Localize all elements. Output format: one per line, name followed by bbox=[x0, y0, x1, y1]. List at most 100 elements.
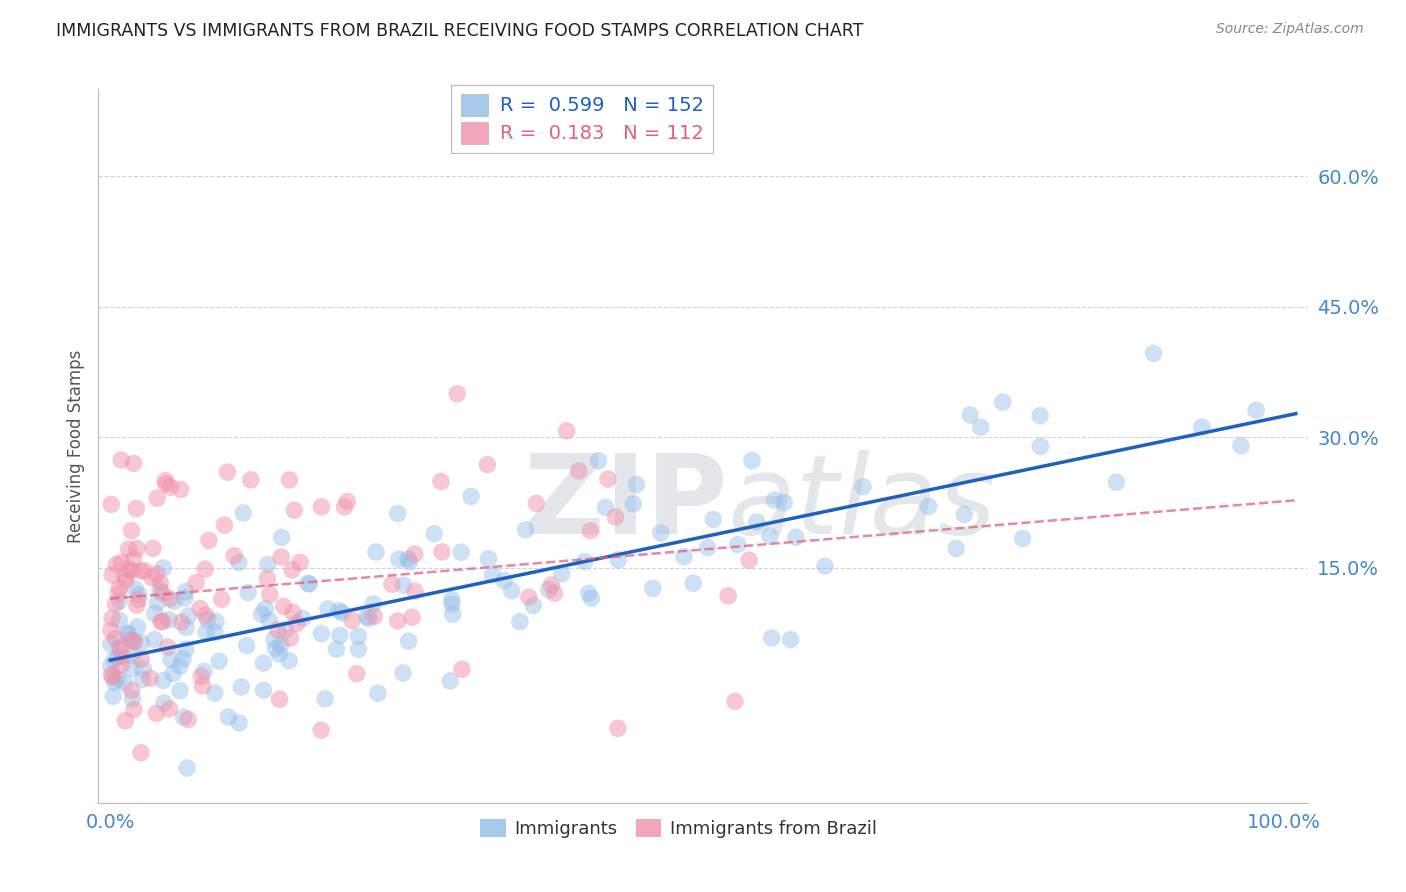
Point bbox=[157, 702, 180, 716]
Text: ZIP: ZIP bbox=[524, 450, 727, 557]
Point bbox=[398, 555, 420, 569]
Point bbox=[107, 672, 129, 686]
Point bbox=[356, 609, 378, 624]
Point bbox=[198, 533, 221, 548]
Point bbox=[162, 666, 184, 681]
Point bbox=[325, 642, 347, 657]
Point bbox=[288, 555, 311, 569]
Point bbox=[595, 500, 617, 515]
Point bbox=[273, 599, 295, 614]
Point bbox=[329, 628, 352, 642]
Point bbox=[259, 588, 281, 602]
Point bbox=[159, 480, 181, 494]
Y-axis label: Receiving Food Stamps: Receiving Food Stamps bbox=[66, 350, 84, 542]
Point bbox=[193, 665, 215, 679]
Point bbox=[340, 613, 363, 627]
Point bbox=[121, 648, 143, 663]
Point bbox=[274, 623, 297, 637]
Point bbox=[149, 583, 172, 598]
Point bbox=[439, 673, 461, 688]
Point bbox=[191, 679, 214, 693]
Point bbox=[430, 545, 453, 559]
Point bbox=[477, 551, 499, 566]
Point bbox=[387, 614, 409, 628]
Point bbox=[364, 545, 387, 559]
Point bbox=[177, 608, 200, 623]
Point bbox=[176, 761, 198, 775]
Point bbox=[208, 654, 231, 668]
Point bbox=[270, 638, 292, 652]
Point bbox=[125, 598, 148, 612]
Point bbox=[169, 659, 191, 673]
Point bbox=[125, 501, 148, 516]
Point bbox=[100, 637, 122, 651]
Point bbox=[188, 601, 211, 615]
Point bbox=[1011, 532, 1033, 546]
Point bbox=[163, 594, 186, 608]
Point bbox=[110, 556, 132, 570]
Point bbox=[155, 474, 177, 488]
Point bbox=[204, 625, 226, 640]
Point bbox=[779, 632, 801, 647]
Point bbox=[763, 493, 786, 508]
Point bbox=[959, 408, 981, 422]
Point bbox=[357, 611, 380, 625]
Point bbox=[121, 691, 143, 706]
Point bbox=[605, 510, 627, 524]
Point bbox=[252, 656, 274, 670]
Point bbox=[108, 642, 131, 657]
Point bbox=[228, 715, 250, 730]
Point bbox=[1191, 420, 1213, 434]
Point bbox=[266, 623, 288, 637]
Point bbox=[174, 591, 197, 605]
Point bbox=[953, 508, 976, 522]
Point bbox=[129, 746, 152, 760]
Point bbox=[131, 636, 153, 650]
Point bbox=[155, 477, 177, 491]
Point bbox=[121, 563, 143, 577]
Point bbox=[702, 512, 724, 526]
Point bbox=[696, 541, 718, 555]
Point bbox=[125, 541, 148, 556]
Point bbox=[759, 529, 782, 543]
Point bbox=[152, 673, 174, 688]
Point bbox=[104, 675, 127, 690]
Point bbox=[673, 549, 696, 564]
Point bbox=[117, 627, 139, 641]
Point bbox=[174, 620, 197, 634]
Point bbox=[745, 515, 768, 529]
Point bbox=[169, 483, 191, 497]
Point bbox=[110, 658, 132, 673]
Point bbox=[105, 558, 128, 572]
Point bbox=[173, 710, 195, 724]
Point bbox=[404, 584, 426, 599]
Point bbox=[214, 518, 236, 533]
Point bbox=[641, 582, 664, 596]
Point bbox=[122, 633, 145, 648]
Point bbox=[1244, 403, 1267, 417]
Point bbox=[814, 559, 837, 574]
Point bbox=[311, 626, 333, 640]
Point bbox=[121, 683, 143, 698]
Point bbox=[114, 676, 136, 690]
Point bbox=[761, 631, 783, 645]
Text: atlas: atlas bbox=[727, 450, 995, 557]
Point bbox=[852, 480, 875, 494]
Point bbox=[388, 552, 411, 566]
Point bbox=[501, 583, 523, 598]
Point bbox=[401, 610, 423, 624]
Point bbox=[232, 506, 254, 520]
Point bbox=[945, 541, 967, 556]
Point bbox=[555, 424, 578, 438]
Point bbox=[991, 395, 1014, 409]
Point bbox=[117, 542, 139, 557]
Point bbox=[114, 570, 136, 584]
Point bbox=[152, 615, 174, 629]
Point bbox=[522, 599, 544, 613]
Point bbox=[281, 606, 304, 620]
Point bbox=[298, 577, 321, 591]
Point bbox=[440, 597, 463, 611]
Point bbox=[283, 503, 305, 517]
Point bbox=[194, 608, 217, 623]
Point bbox=[103, 653, 125, 667]
